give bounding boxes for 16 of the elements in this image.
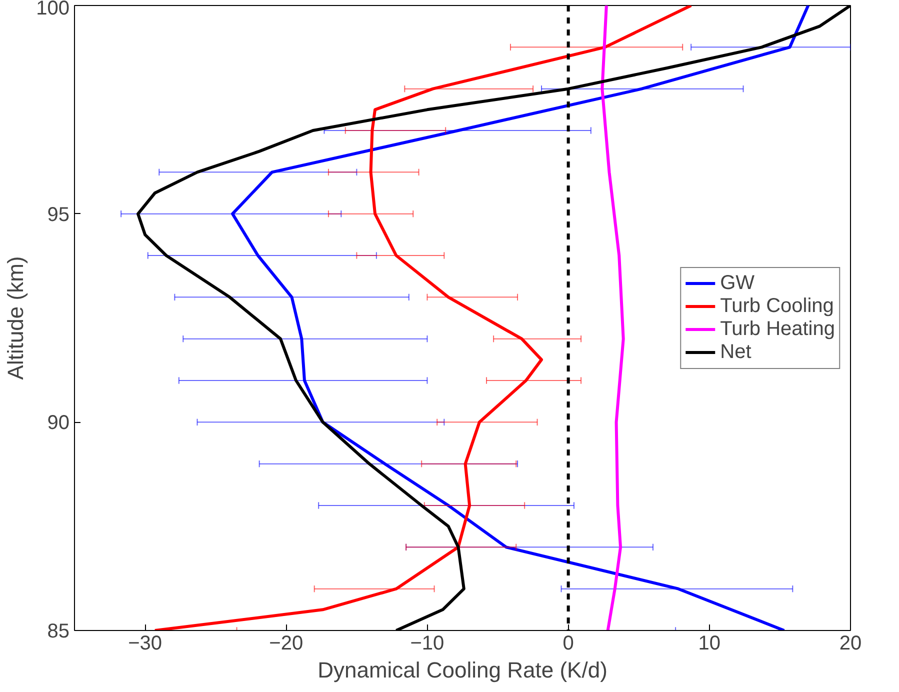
- x-tick-label: −30: [128, 632, 162, 654]
- legend-label: Turb Cooling: [720, 294, 834, 318]
- y-tick-label: 95: [47, 204, 70, 226]
- x-tick-label: 10: [698, 632, 721, 654]
- x-tick-label: −20: [269, 632, 304, 654]
- x-tick-label: 20: [839, 632, 862, 654]
- x-tick-label: 0: [562, 632, 574, 654]
- x-axis-title: Dynamical Cooling Rate (K/d): [318, 658, 608, 682]
- legend-label: Net: [720, 340, 752, 364]
- legend-label: Turb Heating: [720, 318, 835, 340]
- x-tick-label: −10: [410, 632, 444, 654]
- y-axis-title: Altitude (km): [3, 256, 28, 380]
- legend-label: GW: [720, 272, 755, 294]
- y-tick-label: 85: [47, 620, 70, 642]
- y-tick-label: 90: [47, 412, 70, 434]
- y-tick-label: 100: [36, 0, 70, 20]
